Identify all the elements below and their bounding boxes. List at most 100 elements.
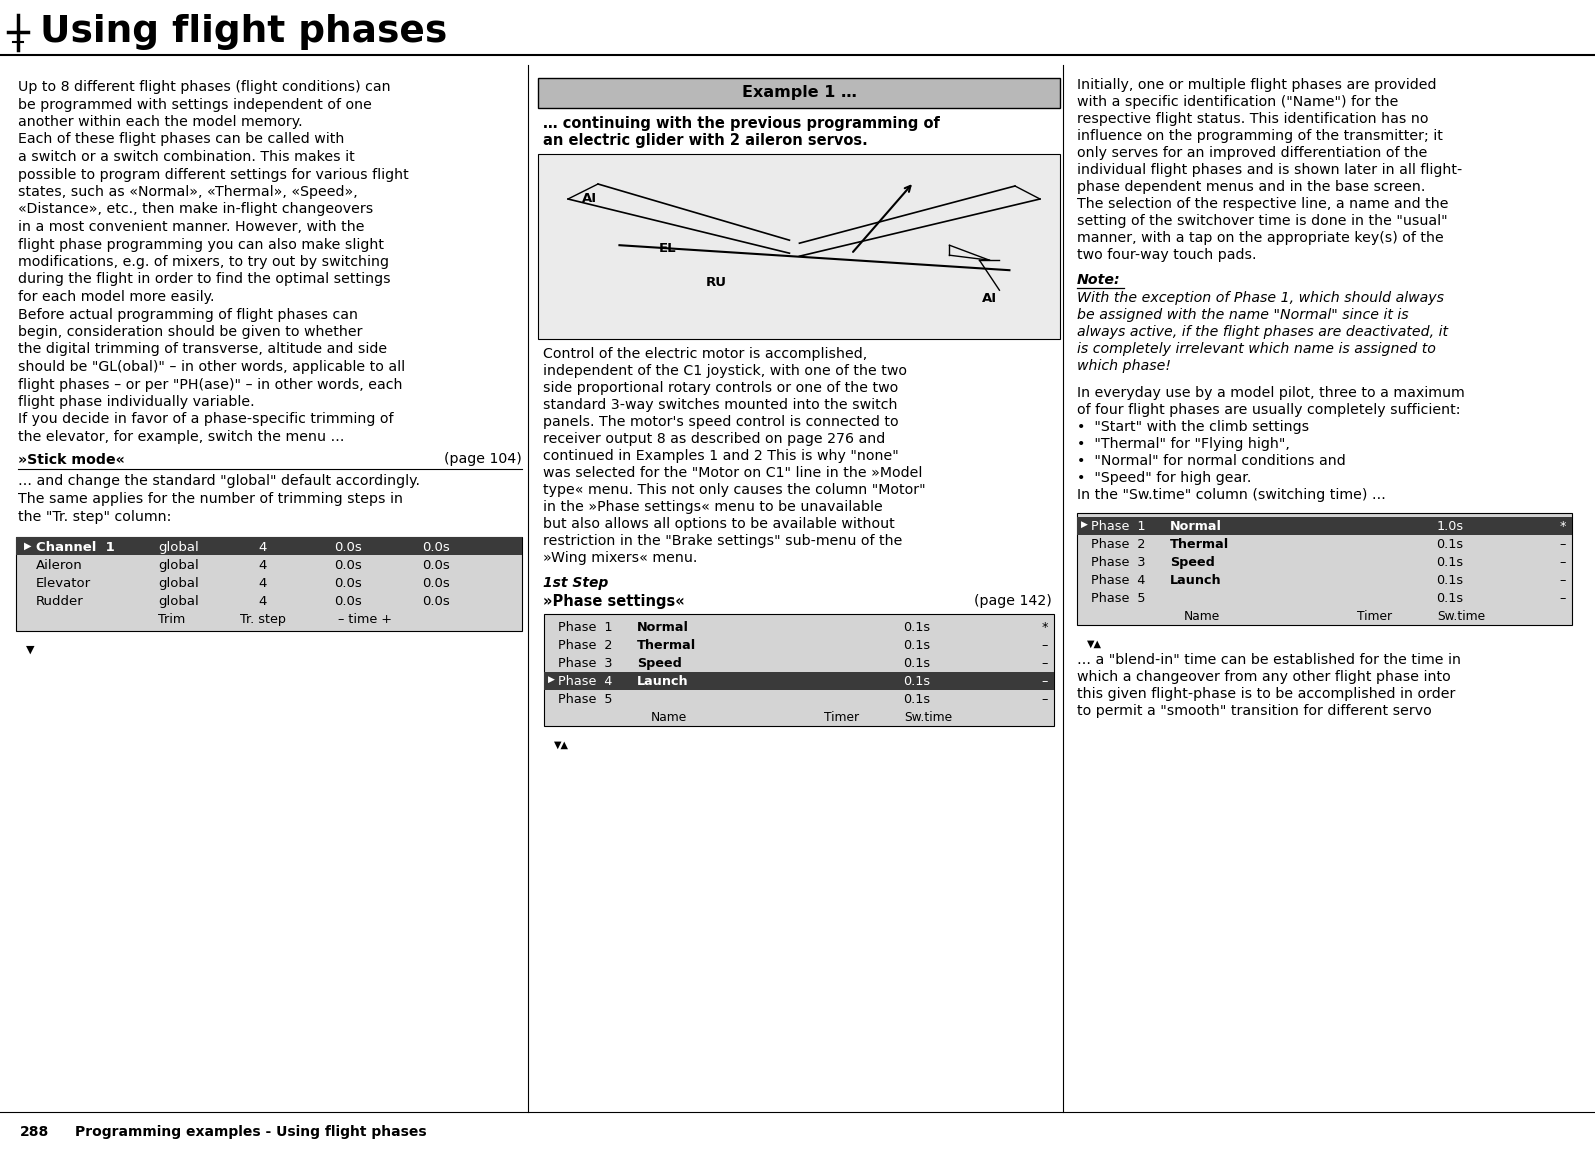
Text: modifications, e.g. of mixers, to try out by switching: modifications, e.g. of mixers, to try ou… <box>18 255 389 270</box>
Text: Phase  1: Phase 1 <box>558 621 612 634</box>
Text: Phase  2: Phase 2 <box>558 639 612 652</box>
Text: The selection of the respective line, a name and the: The selection of the respective line, a … <box>1077 197 1448 211</box>
Text: Rudder: Rudder <box>37 594 85 608</box>
Text: Elevator: Elevator <box>37 577 91 590</box>
Text: Phase  4: Phase 4 <box>558 675 612 688</box>
Text: respective flight status. This identification has no: respective flight status. This identific… <box>1077 112 1429 126</box>
Text: the digital trimming of transverse, altitude and side: the digital trimming of transverse, alti… <box>18 342 388 356</box>
Text: in a most convenient manner. However, with the: in a most convenient manner. However, wi… <box>18 220 365 234</box>
Text: this given flight-phase is to be accomplished in order: this given flight-phase is to be accompl… <box>1077 687 1455 702</box>
Text: AI: AI <box>983 293 997 305</box>
Text: Programming examples - Using flight phases: Programming examples - Using flight phas… <box>75 1126 426 1139</box>
Text: type« menu. This not only causes the column "Motor": type« menu. This not only causes the col… <box>542 483 925 497</box>
Text: Normal: Normal <box>1171 520 1222 533</box>
Text: »Stick mode«: »Stick mode« <box>18 453 124 467</box>
Text: 0.0s: 0.0s <box>333 541 362 554</box>
Text: panels. The motor's speed control is connected to: panels. The motor's speed control is con… <box>542 415 898 429</box>
Text: 4: 4 <box>258 594 268 608</box>
Text: ▼: ▼ <box>26 645 33 655</box>
Text: influence on the programming of the transmitter; it: influence on the programming of the tran… <box>1077 129 1443 143</box>
Text: 0.1s: 0.1s <box>903 694 930 706</box>
Text: is completely irrelevant which name is assigned to: is completely irrelevant which name is a… <box>1077 342 1436 356</box>
Text: 0.1s: 0.1s <box>903 675 930 688</box>
Bar <box>538 154 1061 339</box>
Text: 0.0s: 0.0s <box>333 577 362 590</box>
Text: Using flight phases: Using flight phases <box>40 14 447 50</box>
Text: states, such as «Normal», «Thermal», «Speed»,: states, such as «Normal», «Thermal», «Sp… <box>18 185 357 199</box>
Text: Name: Name <box>1183 611 1220 623</box>
Text: 1.0s: 1.0s <box>1437 520 1464 533</box>
Text: Tr. step: Tr. step <box>239 613 286 626</box>
Text: »Wing mixers« menu.: »Wing mixers« menu. <box>542 551 697 564</box>
Text: was selected for the "Motor on C1" line in the »Model: was selected for the "Motor on C1" line … <box>542 467 922 480</box>
Text: manner, with a tap on the appropriate key(s) of the: manner, with a tap on the appropriate ke… <box>1077 232 1443 245</box>
Text: phase dependent menus and in the base screen.: phase dependent menus and in the base sc… <box>1077 180 1426 194</box>
Text: 0.1s: 0.1s <box>1437 556 1464 569</box>
Bar <box>544 614 1054 726</box>
Text: receiver output 8 as described on page 276 and: receiver output 8 as described on page 2… <box>542 432 885 446</box>
Text: Thermal: Thermal <box>1171 538 1230 551</box>
Text: global: global <box>158 541 199 554</box>
Text: Phase  4: Phase 4 <box>1091 574 1145 588</box>
Text: 0.0s: 0.0s <box>423 594 450 608</box>
Text: ▶: ▶ <box>549 675 555 684</box>
Text: which phase!: which phase! <box>1077 359 1171 373</box>
Text: *: * <box>1042 621 1048 634</box>
Text: 288: 288 <box>21 1126 49 1139</box>
Text: –: – <box>1560 592 1566 605</box>
Text: Channel  1: Channel 1 <box>37 541 115 554</box>
Text: but also allows all options to be available without: but also allows all options to be availa… <box>542 517 895 531</box>
Text: to permit a "smooth" transition for different servo: to permit a "smooth" transition for diff… <box>1077 704 1432 718</box>
Text: 0.1s: 0.1s <box>1437 538 1464 551</box>
Text: AI: AI <box>582 192 598 205</box>
Text: Timer: Timer <box>1357 611 1392 623</box>
Text: ▼▲: ▼▲ <box>1088 639 1102 649</box>
Text: –: – <box>1560 574 1566 588</box>
Text: (page 142): (page 142) <box>975 594 1053 608</box>
Text: Aileron: Aileron <box>37 559 83 573</box>
Text: global: global <box>158 594 199 608</box>
Text: Thermal: Thermal <box>636 639 697 652</box>
Text: RU: RU <box>705 275 726 288</box>
Text: 0.0s: 0.0s <box>423 559 450 573</box>
Text: during the flight in order to find the optimal settings: during the flight in order to find the o… <box>18 273 391 287</box>
Text: be assigned with the name "Normal" since it is: be assigned with the name "Normal" since… <box>1077 308 1408 323</box>
Text: Speed: Speed <box>636 657 683 670</box>
Text: Normal: Normal <box>636 621 689 634</box>
Text: •  "Start" with the climb settings: • "Start" with the climb settings <box>1077 420 1309 434</box>
Text: Launch: Launch <box>636 675 689 688</box>
Text: 0.1s: 0.1s <box>903 657 930 670</box>
Text: the "Tr. step" column:: the "Tr. step" column: <box>18 509 171 523</box>
Bar <box>16 537 522 555</box>
Text: Before actual programming of flight phases can: Before actual programming of flight phas… <box>18 308 357 321</box>
Text: flight phase individually variable.: flight phase individually variable. <box>18 395 255 409</box>
Text: Sw.time: Sw.time <box>1437 611 1485 623</box>
Text: – time +: – time + <box>338 613 392 626</box>
Text: Phase  1: Phase 1 <box>1091 520 1145 533</box>
Text: Each of these flight phases can be called with: Each of these flight phases can be calle… <box>18 132 345 146</box>
Text: restriction in the "Brake settings" sub-menu of the: restriction in the "Brake settings" sub-… <box>542 535 903 548</box>
Text: Phase  2: Phase 2 <box>1091 538 1145 551</box>
Text: for each model more easily.: for each model more easily. <box>18 290 214 304</box>
Text: Trim: Trim <box>158 613 185 626</box>
Text: –: – <box>1042 675 1048 688</box>
Text: … continuing with the previous programming of: … continuing with the previous programmi… <box>542 116 939 131</box>
Text: 0.1s: 0.1s <box>903 639 930 652</box>
Text: *: * <box>1560 520 1566 533</box>
Text: Phase  3: Phase 3 <box>558 657 612 670</box>
Text: –: – <box>1560 556 1566 569</box>
Text: of four flight phases are usually completely sufficient:: of four flight phases are usually comple… <box>1077 403 1461 417</box>
Text: Example 1 …: Example 1 … <box>742 85 857 100</box>
Text: •  "Thermal" for "Flying high",: • "Thermal" for "Flying high", <box>1077 437 1290 450</box>
Text: … a "blend-in" time can be established for the time in: … a "blend-in" time can be established f… <box>1077 653 1461 667</box>
Text: setting of the switchover time is done in the "usual": setting of the switchover time is done i… <box>1077 214 1448 228</box>
Text: 4: 4 <box>258 559 268 573</box>
Text: In everyday use by a model pilot, three to a maximum: In everyday use by a model pilot, three … <box>1077 386 1464 400</box>
Text: a switch or a switch combination. This makes it: a switch or a switch combination. This m… <box>18 150 354 164</box>
Text: 0.1s: 0.1s <box>1437 574 1464 588</box>
Text: The same applies for the number of trimming steps in: The same applies for the number of trimm… <box>18 492 404 506</box>
Text: Initially, one or multiple flight phases are provided: Initially, one or multiple flight phases… <box>1077 78 1437 92</box>
Text: another within each the model memory.: another within each the model memory. <box>18 115 303 129</box>
Text: –: – <box>1042 657 1048 670</box>
Bar <box>16 537 522 631</box>
